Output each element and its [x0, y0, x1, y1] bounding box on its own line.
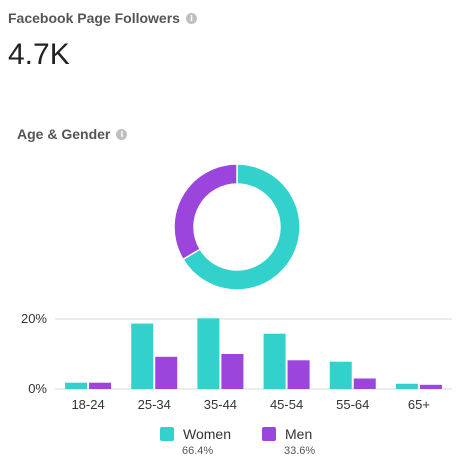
y-tick-label: 20% [21, 311, 47, 326]
legend-pct-women: 66.4% [182, 445, 214, 457]
legend-label-women: Women [183, 426, 231, 442]
bar-women-18-24[interactable] [65, 382, 88, 389]
men-swatch [262, 427, 276, 441]
y-tick-label: 0% [28, 381, 47, 396]
followers-header: Facebook Page Followers i [8, 10, 197, 26]
donut-slice-women[interactable] [181, 163, 301, 291]
bar-men-45-54[interactable] [287, 360, 310, 389]
bar-men-25-34[interactable] [155, 356, 178, 389]
bar-men-35-44[interactable] [221, 354, 244, 389]
info-icon[interactable]: i [116, 128, 128, 140]
bar-women-45-54[interactable] [263, 333, 286, 389]
age-gender-title: Age & Gender [17, 126, 111, 142]
x-tick-label: 65+ [408, 397, 430, 412]
legend-item-men[interactable]: Men 33.6% [262, 426, 315, 457]
bar-women-65+[interactable] [395, 383, 418, 389]
x-tick-label: 18-24 [71, 397, 104, 412]
donut-slice-men[interactable] [173, 163, 238, 261]
info-icon[interactable]: i [185, 12, 197, 24]
bar-men-65+[interactable] [419, 384, 442, 389]
age-gender-header: Age & Gender i [17, 126, 128, 142]
followers-count: 4.7K [8, 38, 70, 71]
legend-item-women[interactable]: Women 66.4% [160, 426, 231, 457]
followers-title: Facebook Page Followers [8, 10, 180, 26]
bar-women-35-44[interactable] [197, 318, 220, 389]
women-swatch [160, 427, 174, 441]
x-tick-label: 55-64 [336, 397, 369, 412]
x-tick-label: 25-34 [138, 397, 171, 412]
bar-women-55-64[interactable] [329, 361, 352, 389]
legend-pct-men: 33.6% [284, 445, 316, 457]
bar-men-18-24[interactable] [89, 382, 112, 389]
bar-women-25-34[interactable] [131, 323, 154, 389]
x-tick-label: 35-44 [204, 397, 237, 412]
bar-men-55-64[interactable] [353, 378, 376, 390]
legend-label-men: Men [285, 426, 313, 442]
x-tick-label: 45-54 [270, 397, 303, 412]
